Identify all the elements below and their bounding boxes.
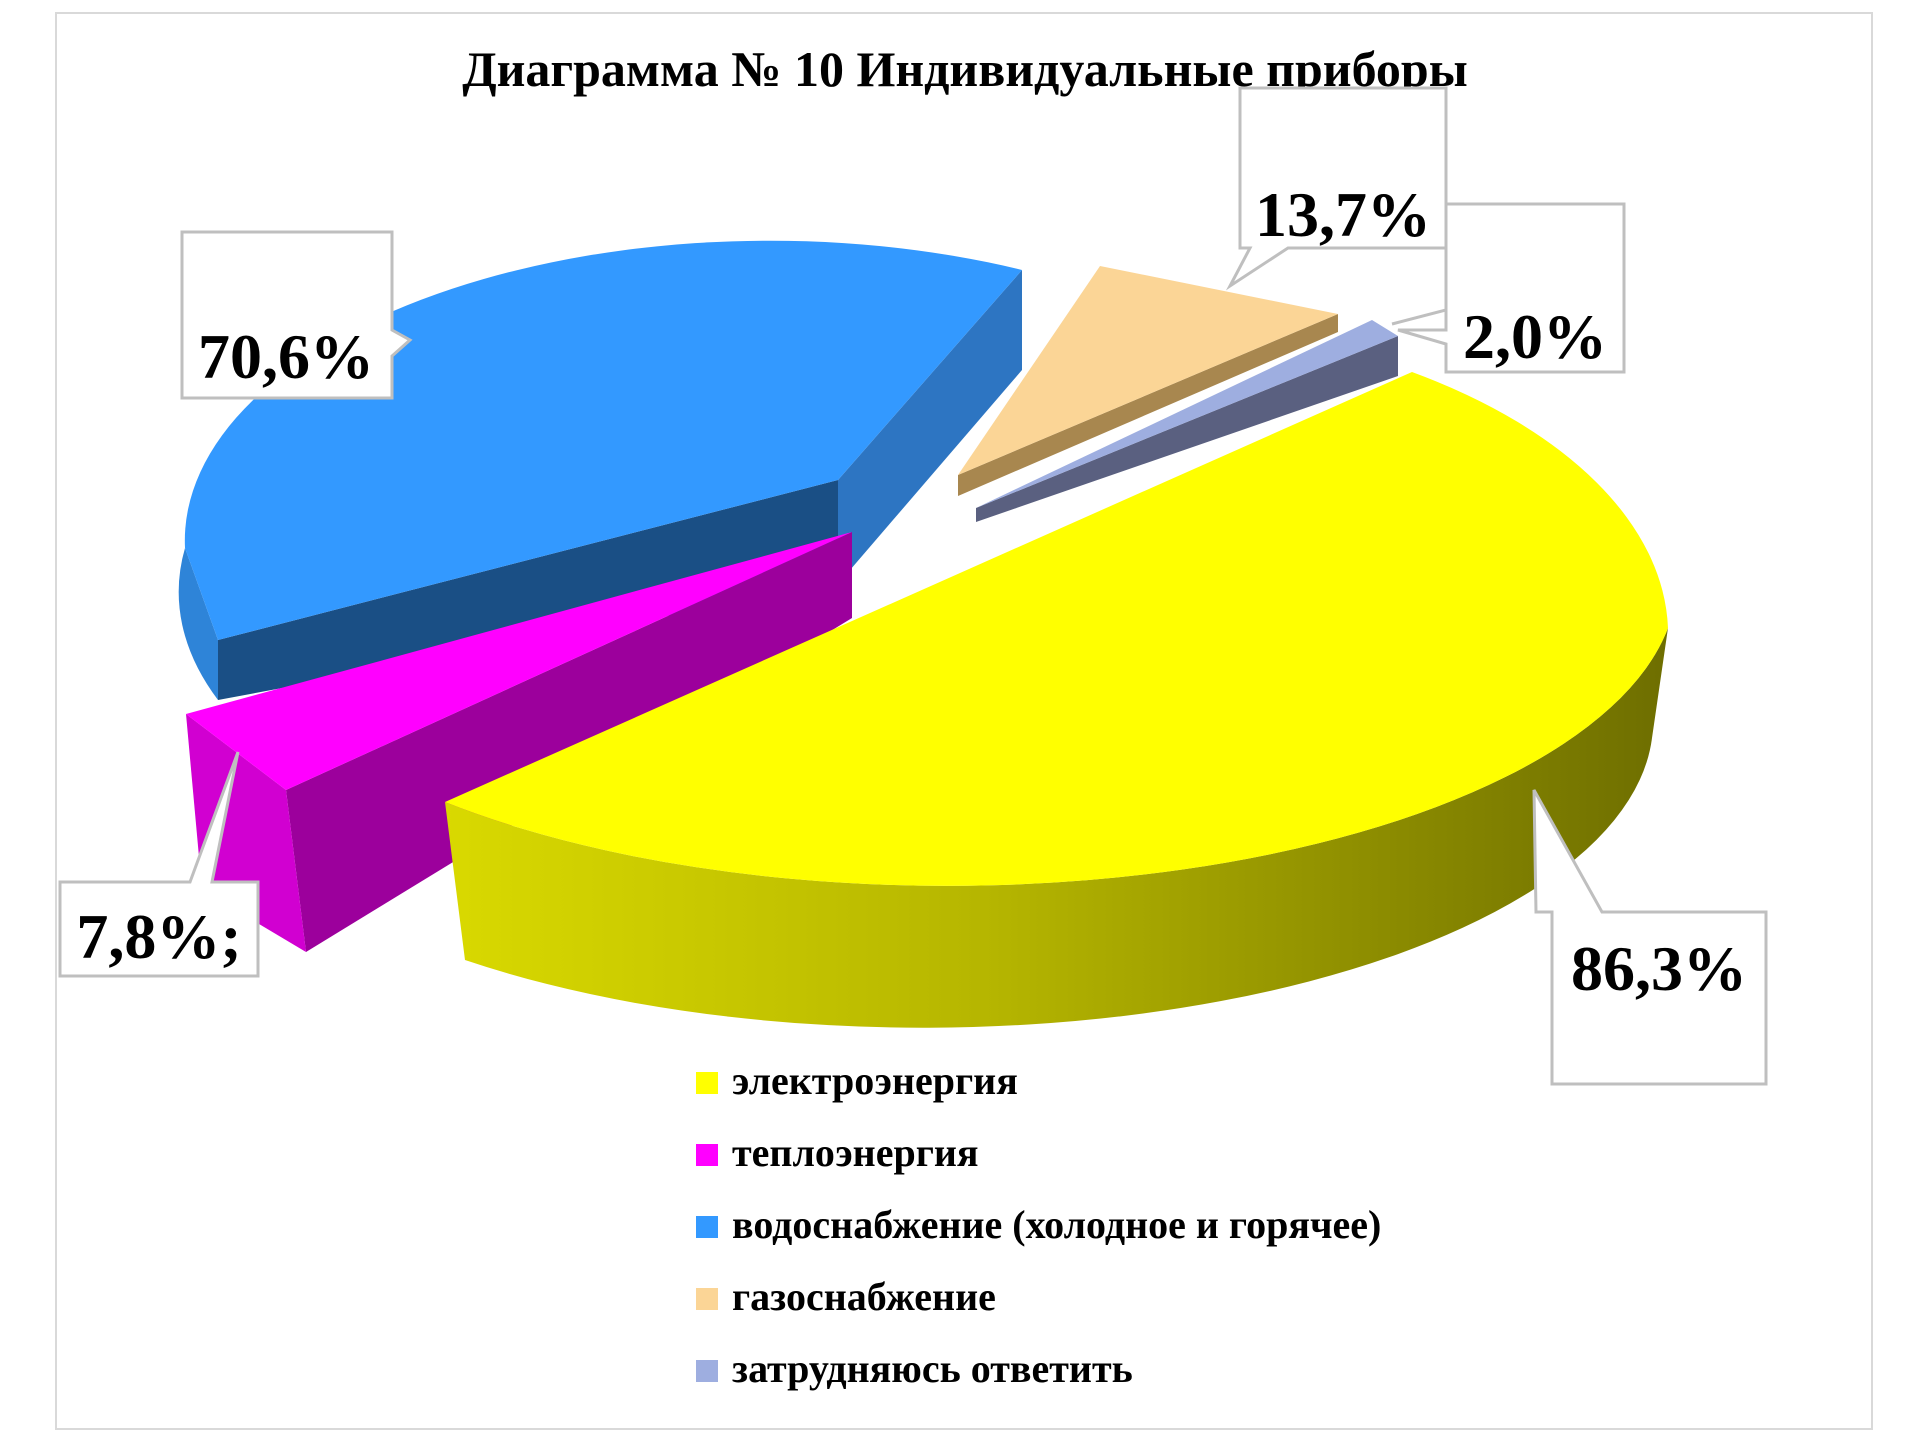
legend-swatch [696, 1360, 718, 1382]
callout-electricity: 86,3% [1532, 789, 1768, 1086]
legend-swatch [696, 1216, 718, 1238]
callout-undecided: 2,0% [1391, 200, 1626, 374]
data-label-gas: 13,7% [1255, 179, 1431, 250]
data-label-electricity: 86,3% [1571, 933, 1747, 1004]
legend-label: водоснабжение (холодное и горячее) [732, 1202, 1381, 1247]
slice-undecided [976, 320, 1398, 522]
slice-electricity [445, 372, 1668, 1028]
legend-label: электроэнергия [732, 1058, 1018, 1103]
data-label-heat: 7,8%; [76, 901, 241, 972]
callout-gas: 13,7% [1225, 86, 1448, 291]
legend-swatch [696, 1072, 718, 1094]
legend-swatch [696, 1144, 718, 1166]
legend-label: газоснабжение [732, 1274, 996, 1319]
legend-swatch [696, 1288, 718, 1310]
data-label-undecided: 2,0% [1463, 301, 1607, 372]
legend-label: затрудняюсь ответить [732, 1346, 1133, 1391]
chart-legend: электроэнергия теплоэнергия водоснабжение … [696, 1058, 1381, 1391]
callout-heat: 7,8%; [58, 751, 260, 978]
legend-label: теплоэнергия [732, 1130, 979, 1175]
data-label-water: 70,6% [198, 321, 374, 392]
slice-gas [958, 266, 1338, 496]
callout-water: 70,6% [180, 230, 413, 400]
